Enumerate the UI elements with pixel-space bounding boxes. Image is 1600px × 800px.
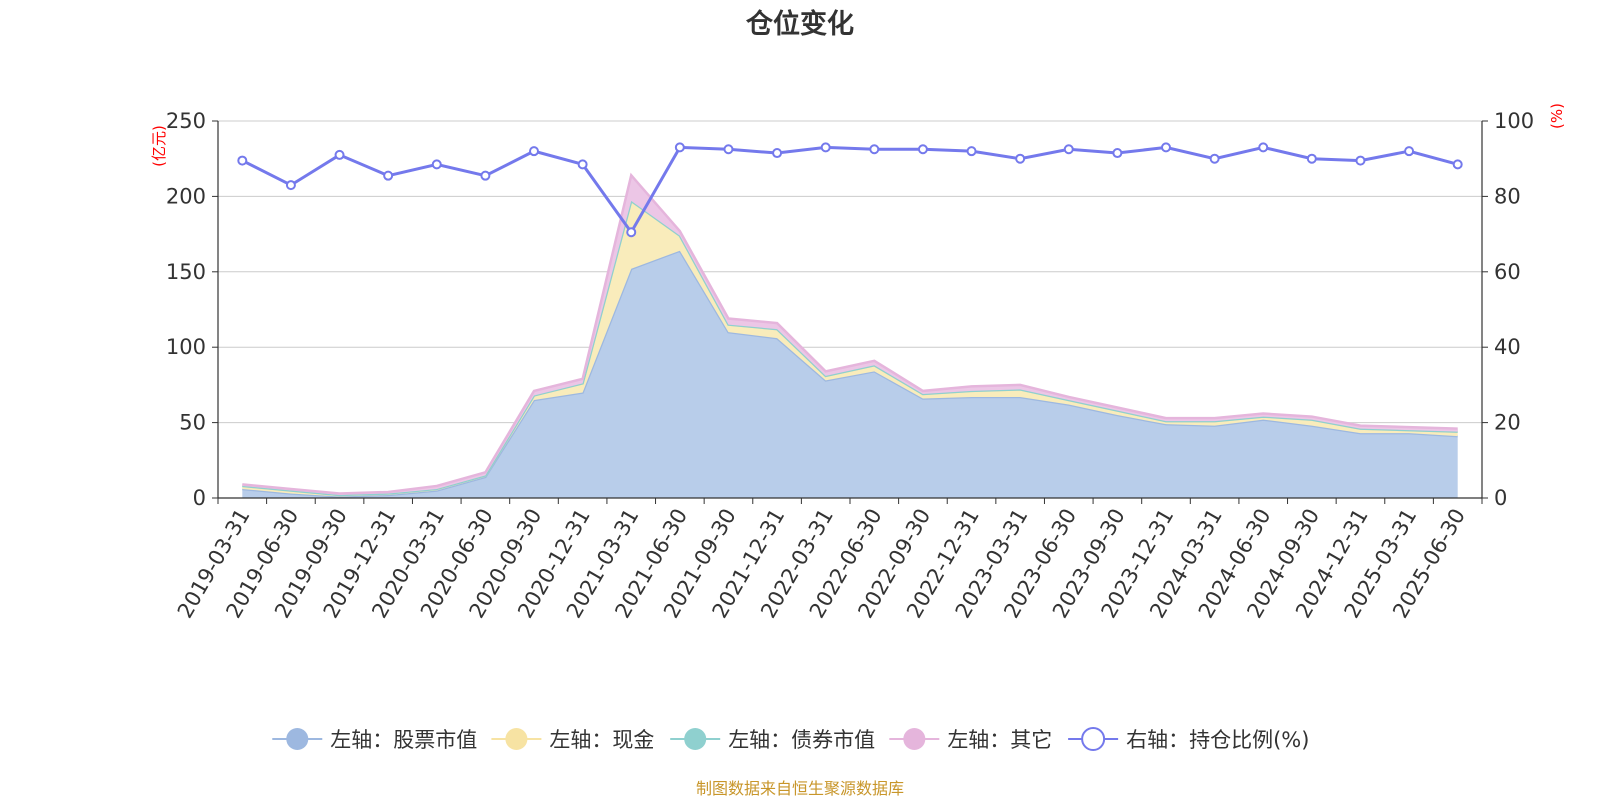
left-axis-tick-label: 200 — [166, 184, 206, 208]
legend: 左轴：股票市值 左轴：现金 左轴：债券市值 左轴：其它 右轴：持仓比例(%) — [272, 727, 1309, 752]
holding-ratio-line — [237, 142, 1463, 238]
right-axis-tick-label: 40 — [1494, 335, 1521, 359]
right-axis-tick-label: 0 — [1494, 486, 1507, 510]
ratio-point — [383, 170, 394, 181]
ratio-point — [480, 170, 491, 181]
ratio-point — [626, 227, 637, 238]
legend-label: 左轴：债券市值 — [728, 728, 875, 752]
right-axis-unit: (%) — [1548, 103, 1566, 129]
left-axis-tick-label: 100 — [166, 335, 206, 359]
ratio-point — [1161, 142, 1171, 153]
ratio-point — [1015, 153, 1026, 164]
ratio-point — [1209, 153, 1220, 164]
ratio-point — [674, 142, 685, 153]
legend-symbol-circle — [684, 728, 707, 750]
legend-item[interactable]: 左轴：现金 — [491, 728, 654, 752]
left-axis-tick-label: 250 — [166, 109, 206, 133]
chart-title: 仓位变化 — [745, 8, 854, 40]
ratio-point — [1452, 159, 1463, 170]
legend-symbol-circle — [903, 728, 926, 750]
ratio-point — [1306, 153, 1317, 164]
ratio-point — [1063, 144, 1074, 155]
data-source-note: 制图数据来自恒生聚源数据库 — [696, 779, 904, 798]
left-axis-unit: (亿元) — [150, 125, 168, 167]
ratio-polyline — [241, 145, 1459, 235]
ratio-point — [1404, 146, 1415, 157]
ratio-point — [431, 159, 442, 170]
ratio-point — [1112, 148, 1123, 159]
area-edge-左轴：其它 — [242, 172, 1458, 495]
ratio-point — [1258, 142, 1269, 153]
ratio-point — [285, 180, 296, 191]
legend-label: 左轴：其它 — [947, 728, 1052, 752]
stacked-areas — [242, 172, 1458, 498]
legend-item[interactable]: 左轴：股票市值 — [272, 728, 477, 752]
legend-label: 右轴：持仓比例(%) — [1126, 728, 1309, 752]
legend-label: 左轴：现金 — [549, 728, 654, 752]
ratio-point — [334, 149, 345, 160]
right-axis-tick-label: 20 — [1494, 411, 1521, 435]
left-axis-tick-label: 150 — [166, 260, 206, 284]
ratio-point — [917, 144, 928, 155]
left-axis-tick-label: 50 — [179, 411, 206, 435]
right-axis-tick-label: 80 — [1494, 184, 1521, 208]
ratio-point — [820, 142, 831, 153]
legend-symbol-circle — [1081, 727, 1106, 751]
ratio-point — [723, 144, 734, 155]
ratio-point — [529, 146, 539, 157]
legend-symbol-circle — [505, 728, 528, 750]
ratio-point — [869, 144, 880, 155]
ratio-point — [966, 146, 977, 157]
legend-item[interactable]: 左轴：债券市值 — [670, 728, 875, 752]
legend-item[interactable]: 右轴：持仓比例(%) — [1068, 727, 1309, 752]
legend-label: 左轴：股票市值 — [330, 728, 477, 752]
legend-symbol-circle — [286, 728, 309, 750]
ratio-point — [772, 148, 783, 159]
ratio-point — [1355, 155, 1366, 166]
left-axis-tick-label: 0 — [193, 486, 206, 510]
area-左轴：股票市值 — [242, 250, 1458, 498]
right-axis-tick-label: 100 — [1494, 109, 1534, 133]
ratio-point — [577, 159, 588, 170]
right-axis-tick-label: 60 — [1494, 260, 1521, 284]
legend-item[interactable]: 左轴：其它 — [889, 728, 1052, 752]
ratio-point — [237, 155, 248, 166]
